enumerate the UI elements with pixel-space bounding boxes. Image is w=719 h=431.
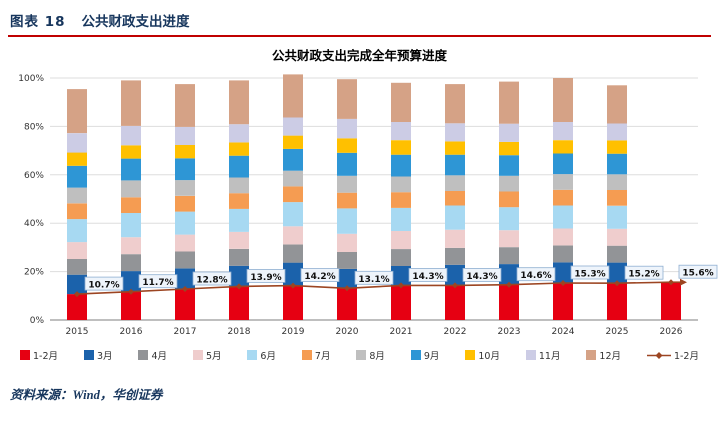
chart-title: 公共财政支出完成全年预算进度: [271, 48, 447, 63]
svg-text:2024: 2024: [552, 327, 575, 337]
svg-text:40%: 40%: [24, 219, 44, 229]
chart-area: 公共财政支出完成全年预算进度 0% 20% 40% 60% 80% 100% 2015 201…: [8, 45, 718, 362]
legend-label: 10月: [478, 351, 500, 362]
legend-line-marker-icon: [646, 351, 671, 359]
figure-header: 图表 18 公共财政支出进度: [8, 6, 711, 30]
svg-text:0%: 0%: [30, 316, 45, 326]
svg-text:2020: 2020: [336, 327, 359, 337]
svg-text:14.3%: 14.3%: [466, 272, 497, 282]
legend-item: 4月: [138, 348, 167, 362]
svg-text:2023: 2023: [498, 327, 521, 337]
legend-swatch: [356, 350, 367, 360]
svg-text:10.7%: 10.7%: [88, 281, 119, 291]
legend-label: 5月: [205, 351, 222, 362]
svg-text:60%: 60%: [24, 171, 44, 181]
gridlines: [50, 77, 698, 321]
figure-number: 图表 18: [10, 14, 66, 30]
svg-text:11.7%: 11.7%: [142, 278, 173, 288]
legend-item: 9月: [410, 348, 440, 362]
svg-text:15.6%: 15.6%: [682, 269, 713, 279]
legend-item: 10月: [465, 348, 500, 362]
legend-swatch: [138, 350, 149, 360]
x-axis-labels: 2015 2016 2017 2018 2019 2020 2021 2022 2023 2024…: [66, 327, 683, 337]
legend-swatch: [586, 350, 597, 360]
legend-label: 3月: [96, 351, 113, 362]
legend-item: 5月: [192, 348, 222, 362]
legend-swatch: [83, 350, 94, 360]
legend-label: 8月: [369, 351, 385, 362]
svg-text:2018: 2018: [228, 327, 251, 337]
legend-label: 9月: [423, 351, 440, 362]
legend-item: 1-2月: [20, 348, 58, 362]
svg-text:13.9%: 13.9%: [250, 273, 281, 283]
header-divider: [8, 35, 711, 37]
line-data-labels: 10.7% 11.7% 12.8% 13.9% 14.2% 13.1% 14.3% 14.3%…: [84, 264, 718, 291]
svg-text:2017: 2017: [174, 327, 197, 337]
svg-text:2016: 2016: [120, 327, 143, 337]
legend-label: 12月: [599, 351, 622, 362]
legend-swatch: [247, 350, 258, 360]
figure-title: 公共财政支出进度: [81, 14, 190, 30]
svg-text:14.6%: 14.6%: [520, 271, 551, 281]
svg-text:14.3%: 14.3%: [412, 272, 443, 282]
stacked-bars: [67, 74, 681, 320]
svg-text:20%: 20%: [24, 268, 44, 278]
legend-item: 3月: [83, 348, 113, 362]
legend-item-line: 1-2月: [646, 348, 699, 362]
legend-item: 8月: [356, 348, 385, 362]
legend-swatch: [20, 350, 30, 360]
legend-swatch: [410, 350, 421, 360]
legend-item: 7月: [301, 348, 331, 362]
legend-item: 6月: [247, 348, 276, 362]
svg-text:15.2%: 15.2%: [628, 270, 659, 280]
legend-item: 11月: [525, 348, 561, 362]
svg-text:2019: 2019: [282, 327, 305, 337]
svg-text:2021: 2021: [390, 327, 413, 337]
svg-text:13.1%: 13.1%: [358, 275, 389, 285]
svg-text:2026: 2026: [660, 327, 683, 337]
svg-text:2022: 2022: [444, 327, 467, 337]
legend-label: 6月: [260, 351, 276, 362]
svg-text:14.2%: 14.2%: [304, 272, 335, 282]
svg-text:15.3%: 15.3%: [574, 270, 605, 280]
legend-label: 7月: [314, 351, 331, 362]
chart-canvas: 0%20%40%60%80%100%2015 2016 2017 2018 2019 20…: [18, 74, 718, 337]
y-axis-labels: 0% 20% 40% 60% 80% 100%: [18, 74, 44, 326]
svg-text:12.8%: 12.8%: [196, 276, 227, 286]
legend-label: 4月: [151, 351, 167, 362]
svg-text:2015: 2015: [66, 327, 89, 337]
svg-text:100%: 100%: [18, 74, 44, 84]
legend-swatch: [192, 350, 203, 360]
source-note: 资料来源：Wind，华创证券: [10, 388, 163, 402]
legend-swatch: [465, 350, 476, 360]
legend-label: 11月: [538, 351, 561, 362]
svg-text:80%: 80%: [24, 122, 44, 132]
svg-text:2025: 2025: [606, 327, 629, 337]
legend-label: 1-2月: [33, 351, 59, 362]
legend-swatch: [525, 350, 536, 360]
line-series: [74, 278, 687, 298]
legend-item: 12月: [586, 348, 621, 362]
chart-legend: 1-2月 3月 4月 5月 6月 7月 8月 9月 10月 11月 12月 1-2月: [8, 346, 711, 362]
legend-swatch: [301, 350, 312, 360]
legend-label: 1-2月: [673, 351, 699, 362]
